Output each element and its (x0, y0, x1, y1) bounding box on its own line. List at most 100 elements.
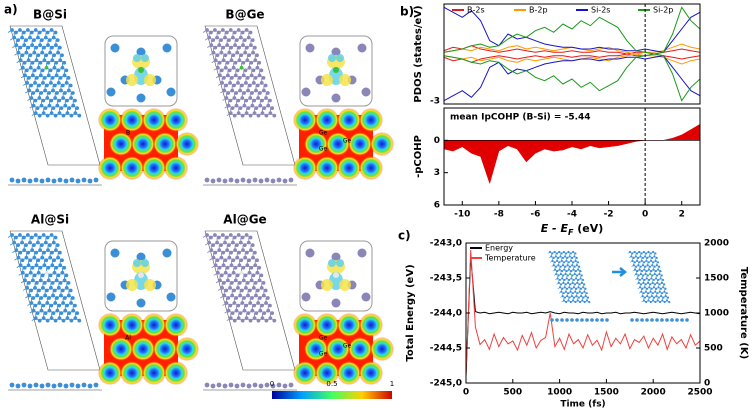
atom (574, 277, 578, 280)
side-atom (204, 177, 210, 183)
side-atom (550, 318, 554, 322)
atom (557, 281, 560, 284)
atom (647, 250, 650, 254)
atom (663, 290, 666, 293)
atom (643, 268, 646, 271)
atom (237, 76, 242, 80)
atom (574, 300, 577, 304)
side-atom (675, 318, 679, 322)
atom (217, 60, 222, 65)
atom (257, 60, 262, 65)
atom (558, 286, 562, 289)
atom (562, 261, 566, 264)
atom (63, 91, 67, 95)
atom (570, 295, 573, 298)
atom (59, 88, 63, 93)
atom (248, 301, 253, 305)
atom (657, 286, 660, 289)
atom (30, 248, 35, 252)
atom (577, 286, 580, 289)
atom (229, 250, 233, 255)
atom (223, 270, 228, 275)
annotation: mean IpCOHP (B-Si) = -5.44 (450, 113, 591, 123)
dopant (138, 272, 144, 278)
atom (641, 256, 644, 259)
elf-spot (348, 337, 372, 361)
atom (219, 255, 224, 260)
atom (584, 287, 587, 290)
atom (219, 68, 224, 73)
atom (659, 277, 662, 280)
atom (22, 235, 26, 240)
orbital-lobe (133, 259, 141, 267)
atom (254, 311, 259, 315)
orbital-lobe (321, 279, 333, 291)
atom (52, 288, 57, 293)
atom (576, 292, 579, 295)
atom (18, 250, 23, 255)
atom (577, 278, 580, 282)
atom (48, 50, 53, 55)
atom (566, 281, 570, 284)
atom (569, 252, 572, 255)
atom (578, 290, 581, 293)
atom (28, 65, 33, 70)
atom (64, 286, 69, 290)
side-atom (282, 178, 288, 184)
atom (260, 98, 264, 103)
atom (39, 91, 44, 95)
atom (232, 235, 237, 240)
y2-tick-label: 1000 (704, 309, 729, 319)
atom (56, 286, 61, 290)
atom (226, 103, 231, 108)
elf-spot (131, 337, 155, 361)
y2-tick-label: 2000 (704, 239, 729, 249)
atom (37, 318, 42, 323)
atom (18, 28, 22, 32)
side-atom (33, 177, 39, 183)
atom (34, 250, 38, 255)
atom (638, 268, 641, 271)
atom (54, 73, 59, 78)
elf-spot (120, 361, 144, 385)
atom (265, 91, 270, 95)
atom (14, 248, 19, 252)
atom (245, 45, 249, 50)
atom (252, 303, 257, 308)
orbital-lobe (328, 259, 336, 267)
inset-atom (305, 248, 315, 258)
atom (245, 58, 250, 63)
legend-label: B-2p (529, 6, 548, 15)
side-atom (69, 177, 75, 183)
elf-spot (337, 361, 361, 385)
atom (257, 73, 262, 78)
atom (230, 311, 235, 315)
atom (247, 53, 251, 58)
atom (49, 81, 53, 85)
atom (238, 88, 242, 93)
atom (40, 50, 45, 55)
atom (238, 311, 243, 315)
structure-panel: B@Si B (7, 8, 199, 186)
atom (658, 272, 661, 276)
map-label: Ge (319, 351, 328, 358)
atom (16, 255, 21, 260)
atom (252, 111, 257, 116)
atom (268, 303, 272, 308)
atom (222, 293, 227, 298)
side-atom (288, 177, 294, 183)
y-tick-label: -244,5 (430, 344, 462, 354)
atom (255, 83, 260, 88)
atom (249, 60, 254, 65)
atom (634, 265, 638, 268)
side-atom (270, 383, 276, 389)
atom (36, 240, 40, 245)
atom (230, 88, 235, 93)
side-atom (81, 382, 87, 388)
atom (49, 316, 54, 321)
atom (259, 81, 264, 85)
atom (579, 295, 583, 298)
atom (233, 43, 237, 47)
x-tick-label: -4 (567, 210, 577, 220)
inset-atom (361, 87, 371, 97)
